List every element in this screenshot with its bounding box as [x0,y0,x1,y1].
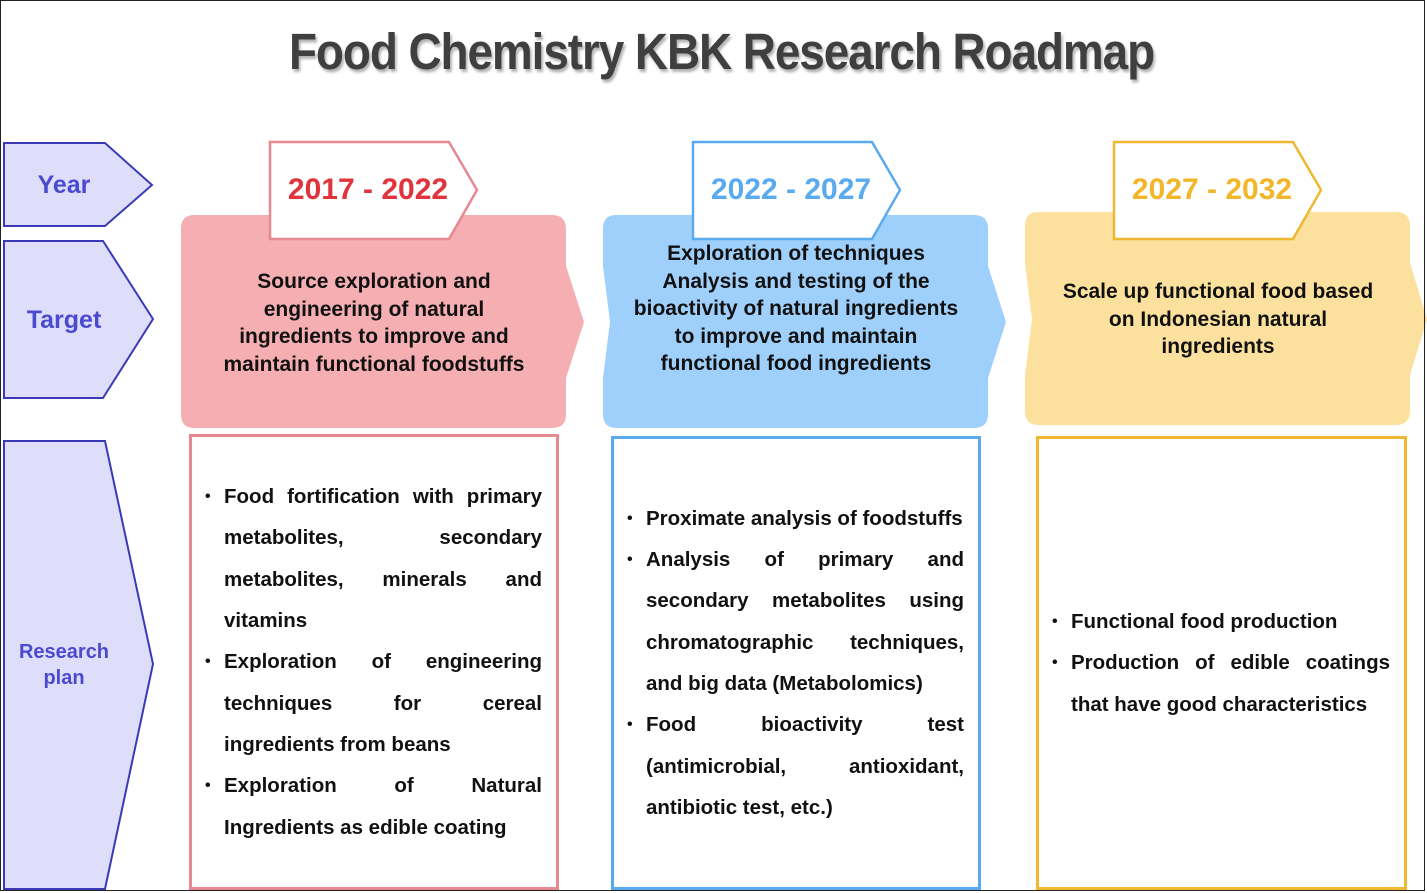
target-box-1 [181,215,584,428]
plan-list-3: Functional food production Production of… [1039,601,1404,725]
row-label-year-text: Year [37,170,91,199]
plan-item: Analysis of primary and secondary metabo… [627,539,964,704]
year-tag-2-shape [691,140,902,241]
row-label-plan-line2: plan [43,667,85,689]
target-box-3 [1025,212,1427,425]
target-text-2: Exploration of techniques Analysis and t… [633,242,959,375]
year-tag-3-shape [1112,140,1323,241]
target-text-1: Source exploration and engineering of na… [223,270,525,376]
target-text-3: Scale up functional food based on Indone… [1062,280,1374,358]
plan-item: Exploration of Natural Ingredients as ed… [205,765,542,848]
plan-list-1: Food fortification with primary metaboli… [192,476,556,848]
year-tag-3: 2027 - 2032 [1131,173,1293,206]
plan-item: Food fortification with primary metaboli… [205,476,542,641]
target-box-2 [603,215,1006,428]
row-label-year: Year [3,142,152,227]
plan-box-2: Proximate analysis of foodstuffs Analysi… [611,436,981,890]
plan-item: Food bioactivity test (antimicrobial, an… [627,704,964,828]
plan-box-3: Functional food production Production of… [1036,436,1407,890]
row-label-target-text: Target [26,305,102,334]
plan-item: Proximate analysis of foodstuffs [627,498,964,540]
page-title: Food Chemistry KBK Research Roadmap [288,23,1155,80]
plan-item: Functional food production [1052,601,1390,643]
year-tag-1: 2017 - 2022 [287,173,449,206]
year-tag-2: 2022 - 2027 [710,173,872,206]
year-tag-1-shape [268,140,479,241]
plan-item: Production of edible coatings that have … [1052,642,1390,725]
row-label-research-plan: Research plan [3,440,153,890]
row-label-plan-line1: Research [18,641,110,663]
plan-list-2: Proximate analysis of foodstuffs Analysi… [614,498,978,828]
plan-box-1: Food fortification with primary metaboli… [189,434,559,890]
row-label-target: Target [3,240,153,399]
plan-item: Exploration of engineering techniques fo… [205,641,542,765]
